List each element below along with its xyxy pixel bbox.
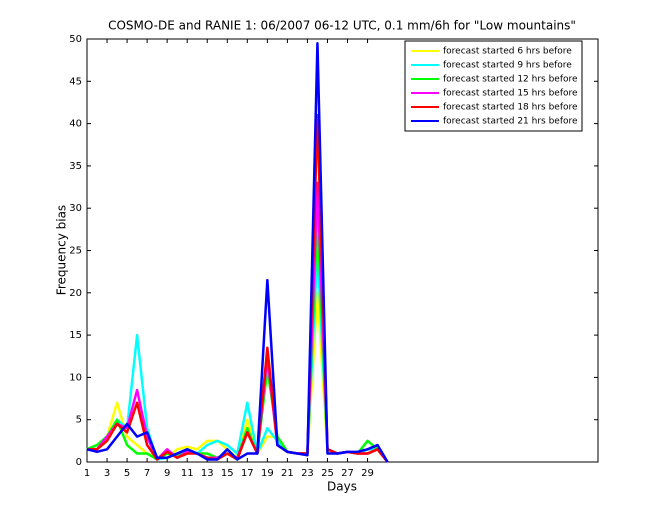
x-tick-label: 13 [201,468,214,479]
chart-title: COSMO-DE and RANIE 1: 06/2007 06-12 UTC,… [108,19,576,33]
x-tick-label: 15 [221,468,234,479]
x-tick-label: 23 [301,468,314,479]
y-tick-label: 20 [69,288,82,299]
y-tick-label: 25 [69,246,82,257]
x-tick-label: 7 [144,468,150,479]
x-tick-label: 9 [164,468,170,479]
y-tick-label: 35 [69,161,82,172]
legend-label: forecast started 15 hrs before [443,89,578,99]
legend-label: forecast started 21 hrs before [443,117,578,127]
y-tick-label: 0 [76,457,82,468]
y-tick-label: 10 [69,372,82,383]
x-tick-label: 19 [261,468,274,479]
x-tick-label: 1 [84,468,90,479]
y-tick-label: 50 [69,34,82,45]
y-tick-label: 30 [69,203,82,214]
legend-label: forecast started 6 hrs before [443,47,572,57]
y-axis-label: Frequency bias [55,205,69,295]
y-tick-label: 15 [69,330,82,341]
legend-label: forecast started 9 hrs before [443,61,572,71]
x-tick-label: 11 [181,468,194,479]
y-tick-label: 45 [69,76,82,87]
series-line [86,41,389,463]
legend-label: forecast started 12 hrs before [443,75,578,85]
x-tick-label: 27 [341,468,354,479]
y-tick-label: 5 [76,415,82,426]
legend-box [404,40,583,132]
x-tick-label: 5 [124,468,130,479]
x-tick-label: 21 [281,468,294,479]
x-tick-label: 3 [104,468,110,479]
x-axis-label: Days [327,480,357,494]
legend-label: forecast started 18 hrs before [443,103,578,113]
y-tick-label: 40 [69,119,82,130]
x-tick-label: 17 [241,468,254,479]
x-tick-label: 29 [361,468,374,479]
x-tick-label: 25 [321,468,334,479]
